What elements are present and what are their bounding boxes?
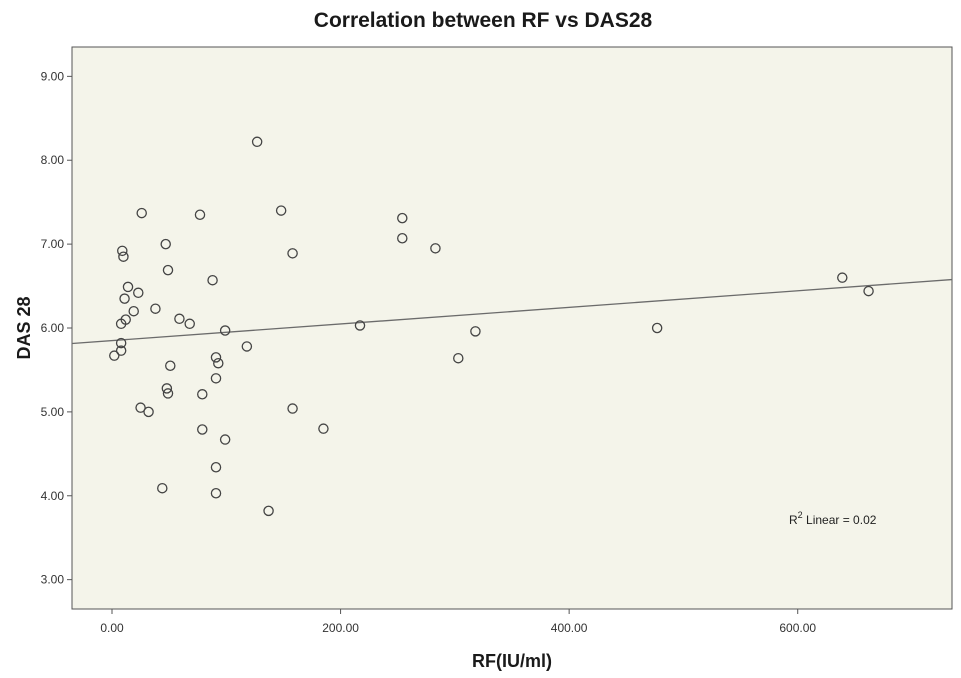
- data-point: [397, 232, 408, 244]
- data-point: [136, 207, 147, 219]
- data-point: [470, 326, 481, 337]
- y-axis-title: DAS 28: [14, 296, 34, 359]
- x-axis: 0.00 200.00 400.00 600.00: [100, 609, 816, 635]
- data-point: [122, 281, 134, 293]
- data-point: [150, 303, 161, 314]
- data-point: [120, 314, 131, 325]
- data-point: [219, 434, 231, 445]
- data-point: [161, 383, 173, 394]
- r2-annotation: R2 Linear = 0.02: [789, 510, 877, 527]
- data-point: [863, 285, 874, 297]
- data-point: [184, 318, 195, 330]
- data-point: [109, 350, 120, 361]
- data-point: [651, 322, 663, 334]
- y-axis: 3.00 4.00 5.00 6.00 7.00 8.00 9.00: [41, 69, 72, 587]
- data-point: [197, 389, 208, 400]
- data-point: [354, 320, 366, 331]
- data-point: [118, 251, 129, 262]
- data-point: [117, 245, 128, 257]
- data-point: [219, 325, 231, 336]
- data-point: [135, 402, 146, 413]
- data-point: [287, 248, 298, 259]
- data-point: [453, 352, 464, 364]
- data-point: [318, 423, 329, 434]
- y-tick-label: 8.00: [41, 153, 65, 167]
- data-point: [115, 345, 127, 356]
- data-point: [197, 424, 208, 435]
- data-point: [133, 287, 144, 299]
- x-tick-label: 400.00: [551, 621, 588, 635]
- data-point: [263, 505, 274, 517]
- data-point: [210, 352, 222, 363]
- x-tick-label: 600.00: [779, 621, 816, 635]
- data-point: [160, 238, 171, 250]
- y-tick-label: 5.00: [41, 405, 65, 419]
- data-point: [430, 243, 441, 254]
- data-point: [241, 341, 253, 352]
- data-point: [275, 205, 287, 216]
- data-point: [213, 357, 224, 369]
- data-points: [109, 136, 874, 517]
- y-tick-label: 9.00: [41, 69, 65, 83]
- data-point: [207, 274, 218, 286]
- y-tick-label: 6.00: [41, 321, 65, 335]
- data-point: [210, 461, 222, 473]
- plot-area: [71, 46, 953, 610]
- data-point: [251, 136, 263, 148]
- data-point: [194, 209, 206, 221]
- data-point: [128, 305, 139, 317]
- data-point: [143, 406, 154, 418]
- data-point: [174, 313, 185, 325]
- data-point: [397, 212, 408, 224]
- x-axis-title: RF(IU/ml): [472, 651, 552, 671]
- data-point: [837, 272, 848, 283]
- data-point: [162, 388, 174, 399]
- y-tick-label: 4.00: [41, 489, 65, 503]
- linear-fit-line: [71, 278, 953, 345]
- y-tick-label: 3.00: [41, 573, 65, 587]
- y-tick-label: 7.00: [41, 237, 65, 251]
- x-tick-label: 200.00: [322, 621, 359, 635]
- x-tick-label: 0.00: [100, 621, 124, 635]
- chart-title: Correlation between RF vs DAS28: [314, 9, 653, 32]
- data-point: [210, 487, 222, 499]
- data-point: [210, 373, 222, 384]
- data-point: [115, 337, 127, 349]
- data-point: [165, 360, 176, 371]
- data-point: [162, 264, 174, 276]
- data-point: [157, 482, 168, 494]
- data-point: [287, 403, 298, 414]
- data-point: [119, 293, 130, 304]
